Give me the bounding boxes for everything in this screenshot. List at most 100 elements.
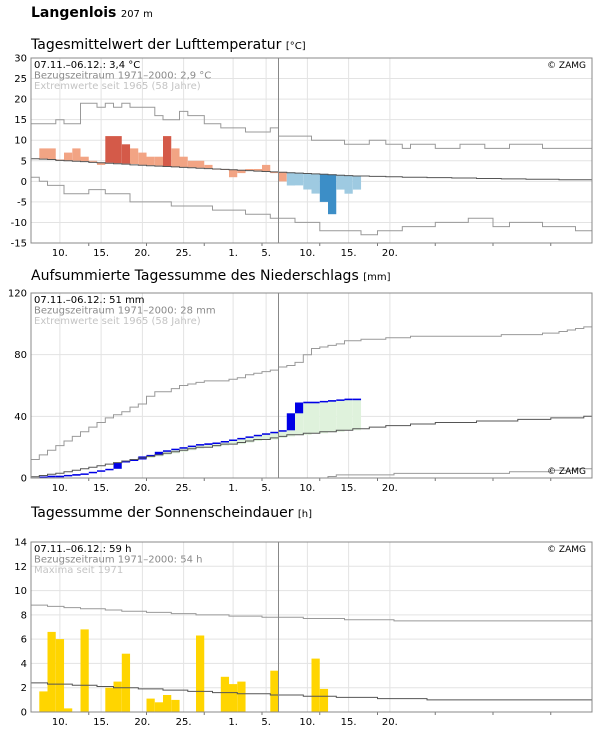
- precip-surplus-area: [328, 400, 337, 432]
- precip-surplus-area: [171, 448, 180, 454]
- sun-bar: [154, 702, 164, 712]
- sun-bar: [311, 658, 320, 712]
- sun-ytick-label: 6: [21, 635, 27, 646]
- precip-surplus-area: [319, 400, 329, 434]
- precip-daily-bar: [187, 445, 197, 448]
- precip-daily-bar: [146, 454, 155, 457]
- temp-bar: [80, 156, 89, 162]
- sun-xtick-label: 15.: [93, 717, 109, 725]
- sun-bar: [171, 699, 180, 712]
- temp-bar: [97, 162, 106, 165]
- precip-daily-bar: [286, 413, 296, 431]
- station-name: Langenlois: [31, 5, 117, 21]
- precip-ytick-label: 120: [8, 289, 27, 300]
- temp-bar: [352, 175, 362, 190]
- temp-bar: [245, 169, 254, 171]
- precip-daily-bar: [72, 474, 81, 476]
- temp-xtick-label: 5.: [261, 248, 271, 259]
- temp-bar: [336, 174, 345, 190]
- sun-xtick-label: 15.: [341, 717, 357, 725]
- precip-daily-bar: [303, 401, 312, 404]
- temp-bar: [187, 160, 197, 168]
- precip-plot-border: [30, 292, 593, 479]
- sun-bar: [39, 691, 48, 712]
- sun-bar: [105, 687, 114, 712]
- sun-bar: [196, 635, 205, 712]
- sun-bar: [237, 681, 246, 712]
- temp-bar: [344, 175, 353, 194]
- precip-daily-bar: [80, 473, 89, 475]
- temp-bar: [278, 171, 287, 182]
- precip-surplus-area: [163, 450, 172, 455]
- sun-maximum-line: [31, 604, 592, 622]
- precip-daily-bar: [328, 400, 337, 402]
- precip-xtick-label: 20.: [134, 483, 150, 494]
- temp-xtick-label: 15.: [341, 248, 357, 259]
- station-header: Langenlois 207 m: [31, 5, 153, 21]
- temp-bar: [237, 169, 246, 174]
- temp-bar: [295, 172, 304, 186]
- precip-surplus-area: [179, 447, 188, 452]
- sun-bar: [113, 681, 122, 712]
- precipitation-chart-title: Aufsummierte Tagessumme des Niederschlag…: [31, 268, 391, 284]
- sun-xtick-label: 10.: [299, 717, 315, 725]
- precip-surplus-area: [229, 439, 238, 445]
- precip-daily-bar: [295, 402, 304, 414]
- precip-daily-bar: [171, 448, 180, 451]
- precip-xtick-label: 5.: [261, 483, 271, 494]
- temperature-chart: -15 -10 -5 0 5 10 15 20 25 30 10. 15. 20. 25. 1. 5. 10. 1…: [11, 54, 593, 259]
- precip-xtick-label: 25.: [176, 483, 192, 494]
- precip-surplus-area: [196, 444, 205, 449]
- precip-surplus-area: [303, 402, 312, 435]
- sun-ytick-label: 10: [14, 586, 27, 597]
- sun-xtick-label: 1.: [228, 717, 238, 725]
- precip-xtick-label: 10.: [52, 483, 68, 494]
- temp-ytick-label: -5: [17, 197, 27, 208]
- temp-plot-border: [30, 57, 593, 244]
- temp-ytick-label: -15: [11, 239, 27, 250]
- temp-bar: [303, 173, 312, 190]
- sun-xtick-label: 20.: [134, 717, 150, 725]
- sun-bar: [121, 653, 131, 712]
- temp-bar: [64, 152, 73, 161]
- sun-bar: [80, 629, 89, 712]
- precip-surplus-area: [204, 444, 213, 448]
- temp-bar: [130, 148, 139, 164]
- precip-daily-bar: [154, 451, 164, 455]
- precip-daily-bar: [319, 400, 329, 403]
- precip-xtick-label: 15.: [341, 483, 357, 494]
- precip-xtick-label: 20.: [382, 483, 398, 494]
- precip-daily-bar: [262, 433, 271, 435]
- precip-daily-bar: [97, 470, 106, 472]
- temperature-unit: [°C]: [285, 41, 306, 52]
- sunshine-unit: [h]: [297, 509, 313, 520]
- precip-surplus-area: [295, 402, 304, 435]
- precip-surplus-area: [262, 433, 271, 440]
- temp-xtick-label: 10.: [299, 248, 315, 259]
- temp-extreme-min-line: [31, 176, 592, 236]
- precip-daily-bar: [88, 471, 98, 474]
- temp-xtick-label: 1.: [228, 248, 238, 259]
- precip-daily-bar: [163, 450, 172, 452]
- precip-daily-bar: [245, 436, 254, 438]
- temp-bar: [179, 156, 188, 167]
- sun-legend-line: 07.11.–06.12.: 59 h: [34, 544, 131, 555]
- temp-legend-line: 07.11.–06.12.: 3,4 °C: [34, 60, 140, 71]
- temp-legend-line: Bezugszeitraum 1971–2000: 2,9 °C: [34, 71, 211, 82]
- precip-daily-bar: [237, 437, 246, 440]
- precip-legend-line: Extremwerte seit 1965 (58 Jahre): [34, 316, 201, 327]
- temp-xtick-label: 20.: [134, 248, 150, 259]
- precip-daily-bar: [253, 434, 263, 437]
- temp-bar: [319, 173, 329, 202]
- precip-surplus-area: [352, 399, 362, 431]
- precip-legend-line: 07.11.–06.12.: 51 mm: [34, 295, 145, 306]
- precip-surplus-area: [336, 399, 345, 432]
- precip-xtick-label: 1.: [228, 483, 238, 494]
- precip-daily-bar: [64, 474, 73, 477]
- sun-xtick-label: 5.: [261, 717, 271, 725]
- precipitation-unit: [mm]: [363, 272, 391, 283]
- temp-bar: [146, 156, 155, 166]
- station-elevation: 207 m: [120, 9, 153, 20]
- precip-xtick-label: 10.: [299, 483, 315, 494]
